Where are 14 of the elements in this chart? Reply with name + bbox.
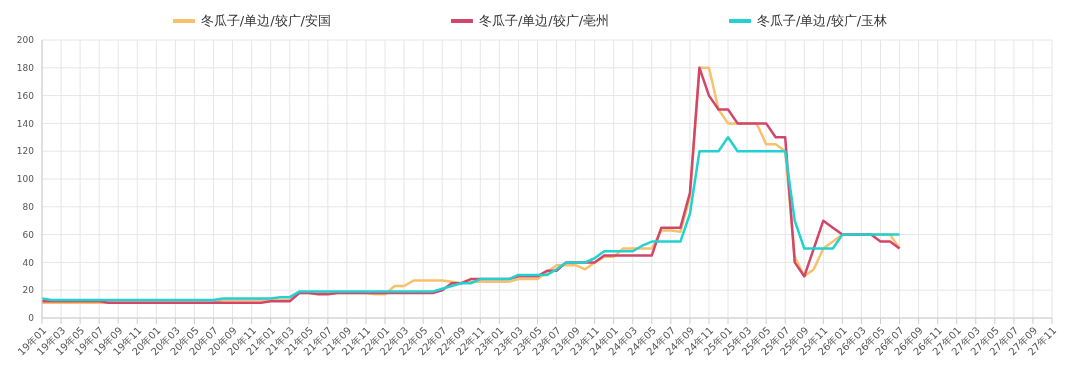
- y-tick-label: 20: [22, 285, 35, 296]
- y-tick-label: 40: [22, 257, 35, 268]
- y-tick-label: 0: [28, 313, 35, 324]
- y-tick-label: 60: [22, 229, 35, 240]
- y-tick-label: 180: [16, 62, 35, 73]
- legend-label: 冬瓜子/单边/较广/玉林: [756, 12, 888, 30]
- y-tick-label: 140: [16, 118, 35, 129]
- y-tick-label: 120: [16, 146, 35, 157]
- legend-label: 冬瓜子/单边/较广/安国: [199, 12, 331, 30]
- y-tick-label: 100: [16, 174, 35, 185]
- legend-label: 冬瓜子/单边/较广/亳州: [477, 12, 610, 30]
- y-tick-label: 160: [16, 90, 35, 101]
- y-tick-label: 80: [22, 202, 35, 212]
- y-tick-label: 200: [16, 35, 35, 46]
